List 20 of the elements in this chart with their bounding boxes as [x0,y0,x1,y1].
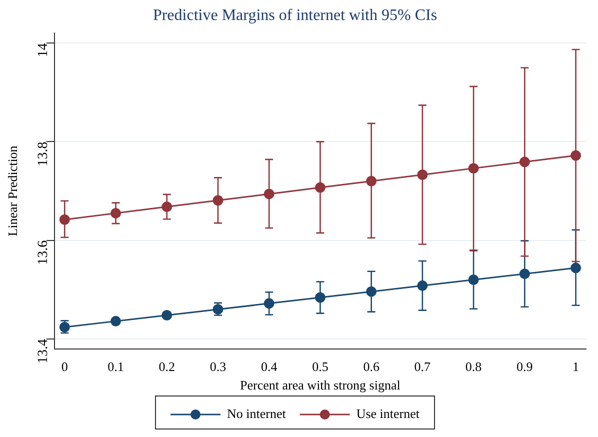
x-tick-label: 0.8 [465,359,482,374]
x-tick-label: 0.4 [260,359,278,374]
y-tick-label: 14 [36,43,52,58]
x-tick-label: 0.6 [363,359,380,374]
x-tick-label: 0.9 [516,359,533,374]
legend-label: No internet [226,406,286,421]
y-tick-label: 13.8 [36,142,52,166]
chart-title: Predictive Margins of internet with 95% CIs [152,6,438,24]
x-tick-label: 0.3 [210,359,226,374]
x-tick-label: 1 [572,359,580,374]
y-tick-label: 13.6 [36,240,52,265]
legend-label: Use internet [356,406,420,421]
x-tick-label: 0.1 [108,359,124,374]
x-tick-label: 0.7 [414,359,432,374]
x-axis-title: Percent area with strong signal [240,378,401,393]
x-tick-label: 0.2 [158,359,175,374]
y-axis-title: Linear Prediction [5,145,20,236]
x-tick-label: 0.5 [312,359,328,374]
y-tick-label: 13.4 [36,338,52,364]
x-tick-label: 0 [61,359,68,374]
